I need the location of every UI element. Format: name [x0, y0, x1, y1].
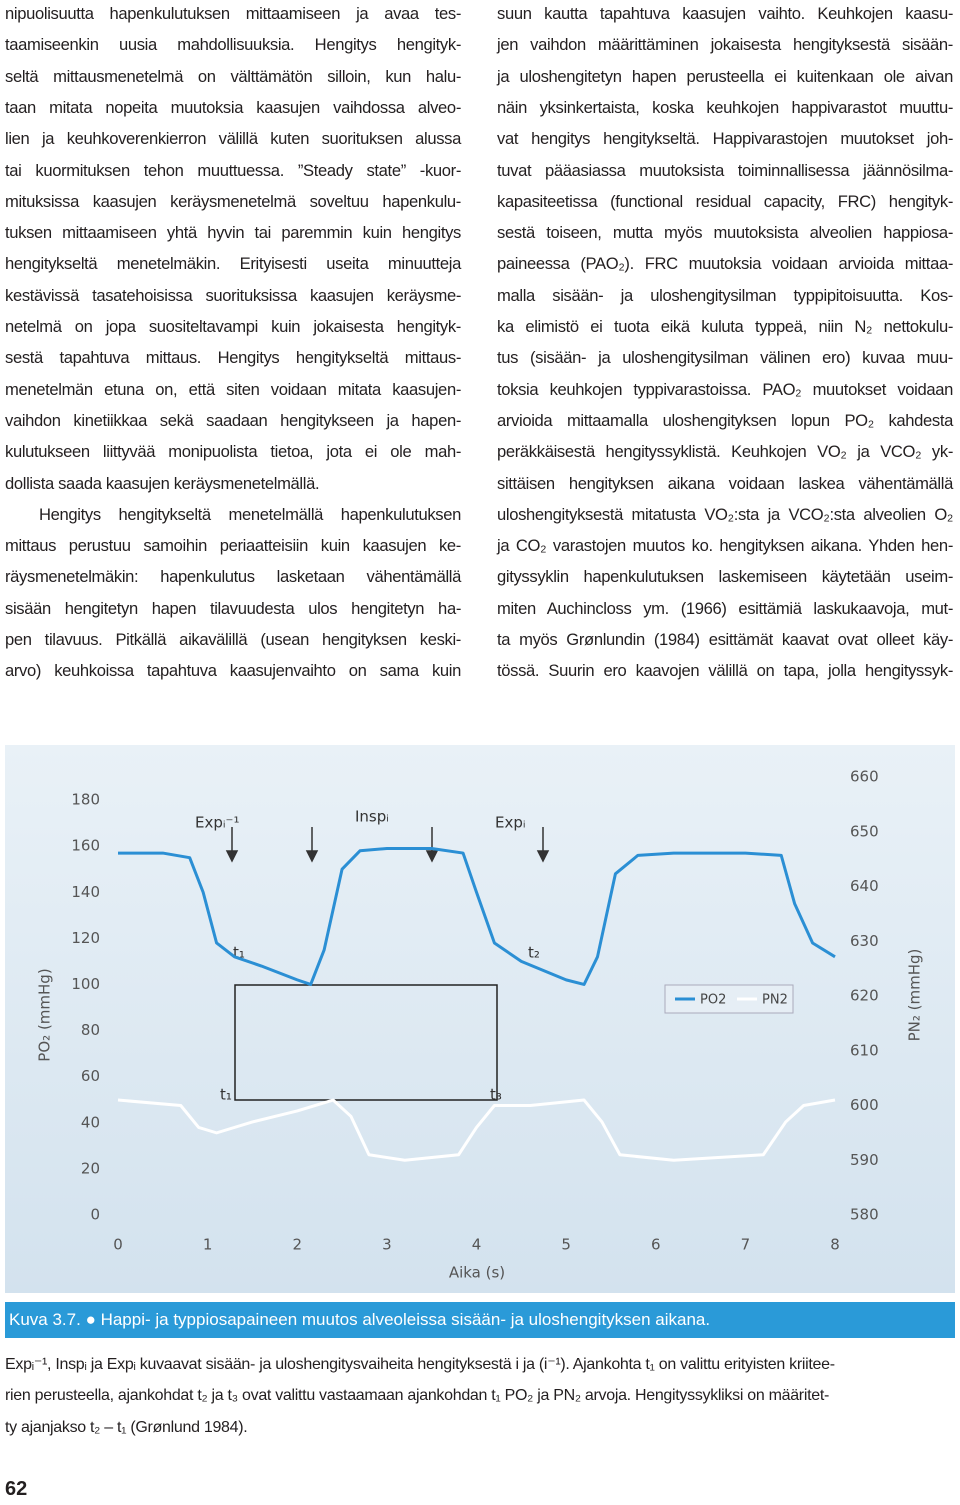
- text-line: taamiseenkin uusia mahdollisuuksia. Heng…: [5, 35, 461, 55]
- text-line: sittäisen hengityksen aikana voidaan las…: [497, 473, 953, 493]
- y-tick-label: 80: [81, 1021, 100, 1039]
- text-line: pen tilavuus. Pitkällä aikavälillä (usea…: [5, 630, 461, 649]
- y-tick-label: 160: [71, 837, 100, 855]
- caption-title: Happi- ja typpiosapaineen muutos alveole…: [100, 1310, 711, 1329]
- x-tick-label: 8: [830, 1236, 840, 1254]
- y2-tick-label: 610: [850, 1041, 879, 1059]
- text-line: ta myös Grønlundin (1984) esittämät kaav…: [497, 630, 953, 649]
- y2-tick-label: 630: [850, 932, 879, 950]
- text-line: tössä. Suurin ero kaavojen välillä on ta…: [497, 661, 953, 681]
- caption-line: Expᵢ⁻¹, Inspᵢ ja Expᵢ kuvaavat sisään- j…: [5, 1356, 835, 1373]
- text-line: sestä toiseen, mutta myös muutoksista al…: [497, 223, 953, 243]
- text-line: jen vaihdon määrittäminen jokaisesta hen…: [497, 35, 953, 55]
- x-tick-label: 1: [203, 1236, 213, 1254]
- y2-tick-label: 640: [850, 877, 879, 895]
- text-line: näin yksinkertaista, koska keuhkojen hap…: [497, 97, 953, 117]
- text-line: uloshengityksestä mitatusta VO₂:sta ja V…: [497, 504, 953, 524]
- text-line: menetelmän etuna on, että siten voidaan …: [5, 379, 461, 399]
- text-line: lien ja keuhkoverenkierron välillä kuten…: [5, 129, 461, 149]
- text-line: sestä tapahtuva mittaus. Hengitys hengit…: [5, 348, 461, 368]
- annotation: Expᵢ⁻¹: [195, 814, 240, 832]
- text-line: tuksen mittaamiseen yhtä hyvin tai parem…: [5, 223, 461, 243]
- caption-label: Kuva 3.7.: [9, 1310, 81, 1329]
- x-tick-label: 4: [472, 1236, 482, 1254]
- text-line: dollista saada kaasujen keräysmenetelmäl…: [5, 473, 320, 493]
- caption-bar: Kuva 3.7. ● Happi- ja typpiosapaineen mu…: [5, 1302, 955, 1338]
- text-line: malla sisään- ja uloshengitysilman typpi…: [497, 285, 953, 305]
- legend-label: PO2: [700, 993, 726, 1008]
- text-line: mituksissa kaasujen keräysmenetelmä sove…: [5, 191, 461, 211]
- annotation: Expᵢ: [495, 814, 526, 832]
- text-line: Hengitys hengitykseltä menetelmällä hape…: [39, 504, 461, 524]
- y-tick-label: 40: [81, 1113, 100, 1131]
- text-line: netelmä on jopa suositeltavampi kuin jok…: [5, 317, 461, 336]
- caption-line: ty ajanjakso t₂ – t₁ (Grønlund 1984).: [5, 1419, 248, 1436]
- chart-background: [5, 745, 955, 1293]
- text-line: kestävissä tasatehoisissa suorituksissa …: [5, 285, 461, 305]
- text-line: seltä mittausmenetelmä on välttämätön si…: [5, 66, 461, 86]
- phase-arrows: [225, 827, 550, 863]
- text-line: tai kuormituksen tehon muuttuessa. ”Stea…: [5, 160, 461, 180]
- cycle-box: [234, 984, 498, 1101]
- y-tick-label: 20: [81, 1159, 100, 1177]
- text-line: arvo) keuhkoissa tapahtuva kaasujenvaiht…: [5, 661, 461, 681]
- y2-tick-label: 580: [850, 1206, 879, 1224]
- text-line: peräkkäisestä hengityssyklistä. Keuhkoje…: [497, 442, 953, 462]
- y-tick-label: 140: [71, 883, 100, 901]
- bullet: ●: [85, 1310, 96, 1329]
- text-line: ja uloshengitetyn hapen perusteella ei k…: [497, 66, 953, 86]
- caption-line: rien perusteella, ajankohdat t₂ ja t₃ ov…: [5, 1386, 829, 1404]
- y2-tick-label: 620: [850, 987, 879, 1005]
- legend-label: PN2: [762, 993, 788, 1008]
- x-axis-label: Aika (s): [449, 1264, 505, 1282]
- text-line: toksia keuhkojen typpivarastoissa. PAO₂ …: [497, 379, 953, 399]
- x-tick-label: 0: [113, 1236, 123, 1254]
- text-line: räysmenetelmäkin: hapenkulutus lasketaan…: [5, 567, 461, 587]
- y-axis-label: PO₂ (mmHg): [36, 968, 54, 1061]
- text-line: taan mitata nopeita muutoksia kaasujen v…: [5, 97, 461, 117]
- y-tick-label: 100: [71, 975, 100, 993]
- text-line: kulutukseen liittyvää monipuolista tieto…: [5, 442, 461, 462]
- y2-tick-label: 590: [850, 1151, 879, 1169]
- text-line: vat hengitys hengitykseltä. Happivarasto…: [497, 129, 953, 149]
- x-tick-label: 6: [651, 1236, 661, 1254]
- text-line: miten Auchincloss ym. (1966) esittämiä l…: [497, 598, 953, 618]
- text-line: mittaus perustuu samoihin periaatteisiin…: [5, 536, 461, 556]
- chart: Aika (s) PO₂ (mmHg) PN₂ (mmHg) 020406080…: [5, 745, 955, 1293]
- text-line: tuvat pääasiassa muutoksista toiminnalli…: [497, 160, 953, 180]
- annotation: t₃: [490, 1086, 502, 1104]
- annotation: t₁: [233, 944, 245, 962]
- y-tick-label: 0: [90, 1206, 100, 1224]
- x-tick-label: 5: [561, 1236, 571, 1254]
- y2-tick-label: 650: [850, 822, 879, 840]
- x-tick-label: 7: [741, 1236, 751, 1254]
- text-line: hengitykseltä menetelmäkin. Erityisesti …: [5, 254, 461, 274]
- text-line: vaihdon kinetiikkaa sekä saadaan hengity…: [5, 410, 461, 430]
- y-tick-label: 120: [71, 929, 100, 947]
- annotation: t₂: [528, 944, 540, 962]
- y2-tick-label: 660: [850, 768, 879, 786]
- text-line: arvioida mittaamalla uloshengityksen lop…: [497, 410, 953, 430]
- y-tick-label: 60: [81, 1067, 100, 1085]
- y2-tick-label: 600: [850, 1096, 879, 1114]
- y-tick-label: 180: [71, 791, 100, 809]
- annotation: Inspᵢ: [355, 808, 389, 826]
- x-tick-label: 2: [292, 1236, 302, 1254]
- series-line: [117, 1098, 836, 1162]
- text-line: gityssyklin hapenkulutuksen laskemiseen …: [497, 567, 953, 587]
- annotation: t₁: [220, 1086, 232, 1104]
- x-tick-label: 3: [382, 1236, 392, 1254]
- text-line: nipuolisuutta hapenkulutuksen mittaamise…: [5, 4, 461, 23]
- text-line: ka elimistö ei tuota eikä kuluta typpeä,…: [497, 317, 953, 336]
- text-line: tus (sisään- ja uloshengitysilman väline…: [497, 348, 953, 368]
- text-line: ja CO₂ varastojen muutos ko. hengityksen…: [497, 536, 953, 556]
- text-line: kapasiteetissa (functional residual capa…: [497, 191, 953, 211]
- text-line: sisään hengitetyn hapen tilavuudesta ulo…: [5, 598, 461, 618]
- page-number: 62: [5, 1478, 28, 1500]
- y2-axis-label: PN₂ (mmHg): [906, 949, 924, 1042]
- text-line: suun kautta tapahtuva kaasujen vaihto. K…: [497, 4, 953, 23]
- series-line: [118, 846, 836, 986]
- text-line: paineessa (PAO₂). FRC muutoksia voidaan …: [497, 254, 953, 274]
